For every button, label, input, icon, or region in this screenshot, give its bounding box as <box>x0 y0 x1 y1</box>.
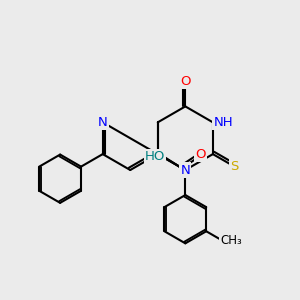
Text: O: O <box>180 75 190 88</box>
Text: N: N <box>98 116 108 129</box>
Text: NH: NH <box>213 116 233 129</box>
Text: N: N <box>181 164 190 176</box>
Text: O: O <box>195 148 206 161</box>
Text: HO: HO <box>145 150 165 163</box>
Text: S: S <box>230 160 239 173</box>
Text: CH₃: CH₃ <box>220 234 242 247</box>
